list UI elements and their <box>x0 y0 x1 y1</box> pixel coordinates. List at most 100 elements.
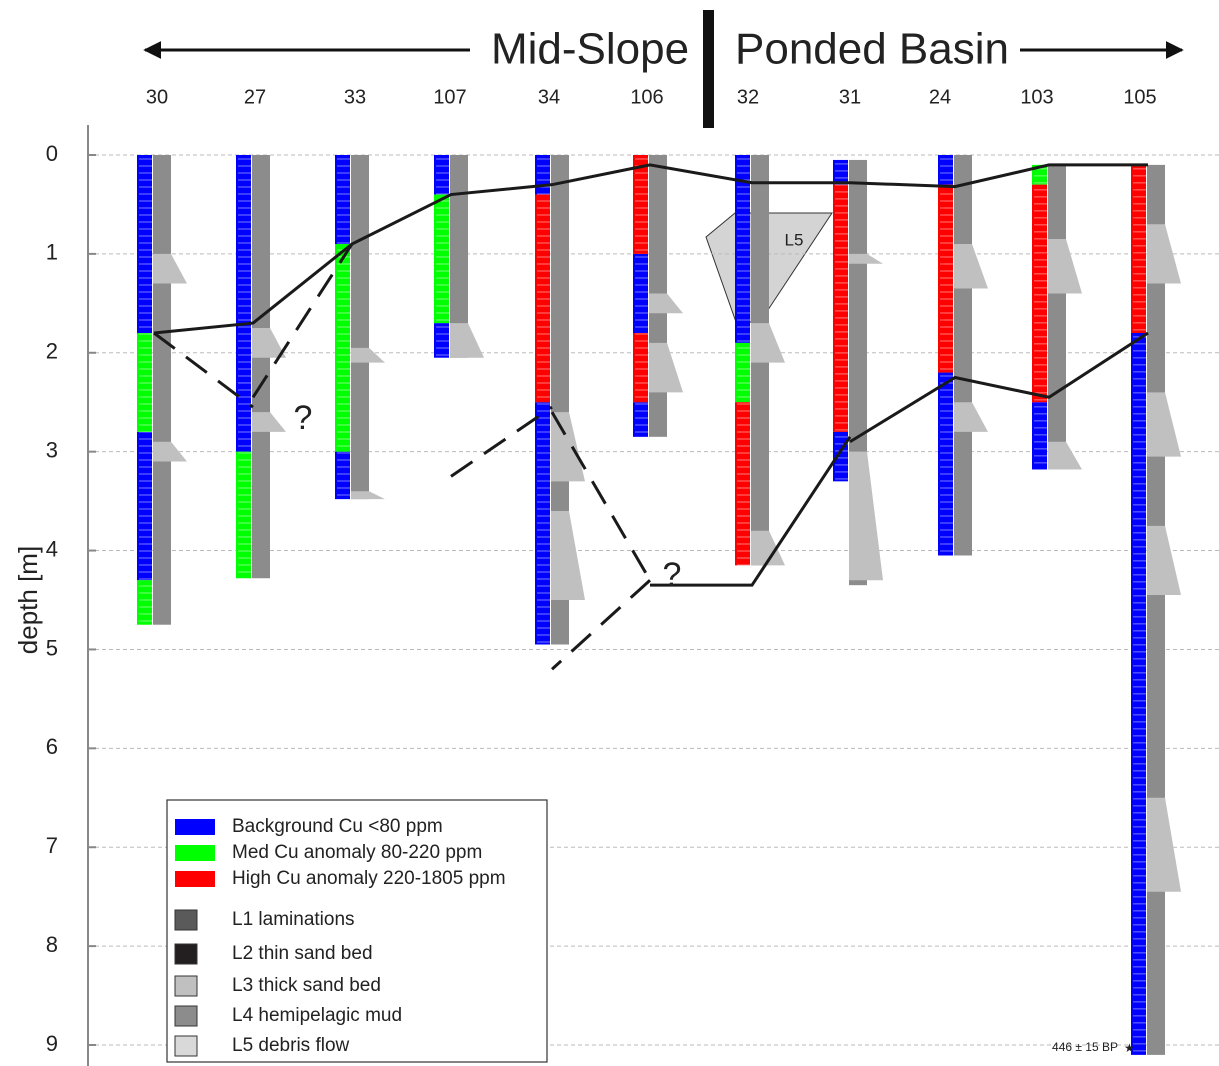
legend-label: L4 hemipelagic mud <box>232 1005 402 1026</box>
legend-swatch <box>174 975 198 997</box>
cu-interval <box>335 155 350 244</box>
thick-sand-bed <box>954 402 988 432</box>
y-tick-label: 4 <box>46 536 58 561</box>
litho-column <box>954 155 972 556</box>
thick-sand-bed <box>649 293 683 314</box>
legend-label: High Cu anomaly 220-1805 ppm <box>232 868 506 889</box>
correlation-line <box>450 405 553 478</box>
legend-swatch <box>175 871 215 887</box>
legend-swatch <box>175 819 215 835</box>
cu-interval <box>833 159 848 185</box>
annotation: 446 ± 15 BP <box>1052 1040 1118 1054</box>
core-label: 34 <box>538 86 560 108</box>
y-tick-label: 0 <box>46 141 58 166</box>
cu-interval <box>938 155 953 185</box>
thick-sand-bed <box>1147 392 1181 457</box>
annotation: ? <box>294 399 313 437</box>
correlation-line <box>153 163 1148 335</box>
cu-interval <box>535 194 550 403</box>
y-tick-label: 5 <box>46 635 58 660</box>
y-axis-label: depth [m] <box>13 546 43 654</box>
thick-sand-bed <box>751 323 785 363</box>
core-label: 105 <box>1123 86 1156 108</box>
cu-interval <box>137 333 152 432</box>
thick-sand-bed <box>351 491 385 500</box>
cu-interval <box>1032 184 1047 403</box>
core-label: 107 <box>433 86 466 108</box>
legend-label: Background Cu <80 ppm <box>232 816 443 837</box>
legend-label: L3 thick sand bed <box>232 975 381 996</box>
cu-interval <box>1032 402 1047 470</box>
legend-label: L5 debris flow <box>232 1035 350 1056</box>
correlation-line <box>550 579 652 671</box>
header-right: Ponded Basin <box>735 25 1009 74</box>
thick-sand-bed <box>1147 797 1181 892</box>
thick-sand-bed <box>1147 525 1181 596</box>
cu-interval <box>236 382 251 452</box>
cu-interval <box>137 431 152 581</box>
star: ★ <box>1124 1041 1135 1055</box>
litho-column <box>450 155 468 358</box>
cu-interval <box>833 184 848 432</box>
cu-interval <box>735 155 750 343</box>
cu-interval <box>434 155 449 195</box>
thick-sand-bed <box>954 244 988 289</box>
cu-interval <box>137 155 152 333</box>
cu-interval <box>434 323 449 358</box>
legend-swatch <box>174 909 198 931</box>
legend <box>166 799 548 1063</box>
cu-interval <box>938 184 953 373</box>
thick-sand-bed <box>649 342 683 393</box>
thick-sand-bed <box>252 328 286 358</box>
legend-swatch <box>174 1035 198 1057</box>
y-tick-label: 8 <box>46 932 58 957</box>
cu-interval <box>137 580 152 625</box>
thick-sand-bed <box>153 253 187 284</box>
cu-interval <box>633 333 648 403</box>
core-label: 24 <box>929 86 951 108</box>
thick-sand-bed <box>849 253 883 264</box>
core-label: 33 <box>344 86 366 108</box>
cu-interval <box>236 451 251 579</box>
divider <box>703 10 714 128</box>
cu-interval <box>735 402 750 566</box>
annotation: L5 <box>785 230 804 249</box>
y-tick-label: 7 <box>46 833 58 858</box>
core-label: 30 <box>146 86 168 108</box>
thick-sand-bed <box>551 412 585 482</box>
cu-interval <box>535 155 550 195</box>
thick-sand-bed <box>551 511 585 600</box>
thick-sand-bed <box>751 530 785 566</box>
legend-label: Med Cu anomaly 80-220 ppm <box>232 842 482 863</box>
correlation-line <box>650 436 852 587</box>
cu-interval <box>633 253 648 333</box>
thick-sand-bed <box>1048 441 1082 470</box>
litho-column <box>153 155 171 625</box>
y-tick-label: 3 <box>46 437 58 462</box>
legend-swatch <box>174 943 198 965</box>
annotation: ? <box>663 556 682 594</box>
header-left: Mid-Slope <box>491 25 689 74</box>
core-label: 103 <box>1020 86 1053 108</box>
correlation-line <box>849 331 1149 444</box>
core-label: 32 <box>737 86 759 108</box>
y-tick-label: 6 <box>46 734 58 759</box>
legend-label: L2 thin sand bed <box>232 943 373 964</box>
thick-sand-bed <box>252 412 286 432</box>
thick-sand-bed <box>450 323 484 358</box>
cu-interval <box>633 155 648 254</box>
legend-swatch <box>174 1005 198 1027</box>
correlation-line <box>153 331 254 409</box>
correlation-line <box>550 411 652 581</box>
legend-label: L1 laminations <box>232 909 355 930</box>
core-label: 27 <box>244 86 266 108</box>
correlation-line <box>251 243 354 399</box>
cu-interval <box>1032 164 1047 185</box>
litho-column <box>1147 164 1165 1055</box>
cu-interval <box>938 372 953 556</box>
litho-column <box>252 155 270 579</box>
y-tick-label: 9 <box>46 1031 58 1056</box>
cu-interval <box>335 451 350 500</box>
core-label: 106 <box>630 86 663 108</box>
cu-interval <box>735 342 750 403</box>
